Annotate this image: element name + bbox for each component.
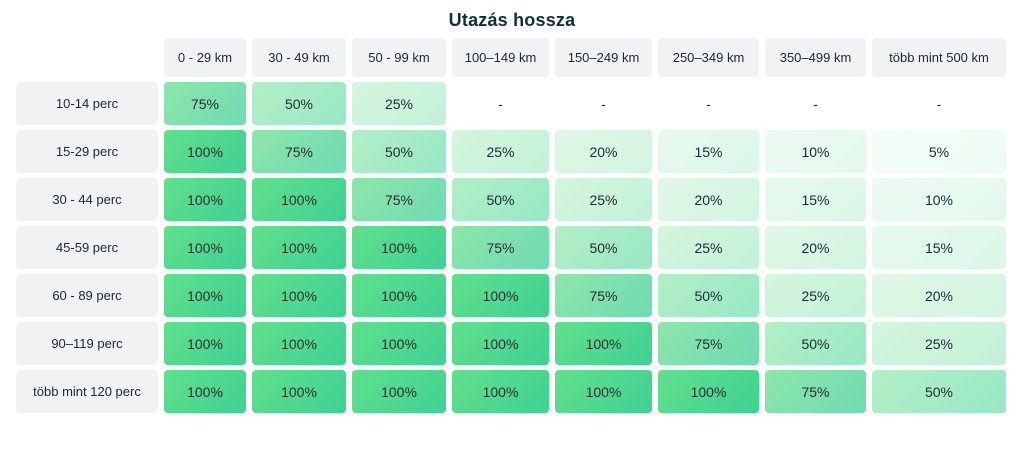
cell-r6-c2: 100%: [252, 322, 346, 365]
cell-r3-c7: 15%: [765, 178, 866, 221]
row-header-2: 15-29 perc: [16, 130, 158, 173]
cell-r6-c5: 100%: [555, 322, 652, 365]
cell-r3-c4: 50%: [452, 178, 549, 221]
cell-r1-c6: -: [706, 95, 711, 112]
cell-r6-c7: 50%: [765, 322, 866, 365]
cell-r3-c3: 75%: [352, 178, 446, 221]
cell-r7-c8: 50%: [872, 370, 1006, 413]
cell-r2-c6: 15%: [658, 130, 759, 173]
row-header-4: 45-59 perc: [16, 226, 158, 269]
column-header-6: 250–349 km: [658, 38, 759, 77]
cell-r3-c5: 25%: [555, 178, 652, 221]
cell-r6-c6: 75%: [658, 322, 759, 365]
column-header-2: 30 - 49 km: [252, 38, 346, 77]
cell-r4-c3: 100%: [352, 226, 446, 269]
cell-r1-c1: 75%: [164, 82, 246, 125]
cell-r4-c8: 15%: [872, 226, 1006, 269]
cell-r2-c1: 100%: [164, 130, 246, 173]
cell-r4-c6: 25%: [658, 226, 759, 269]
cell-r7-c3: 100%: [352, 370, 446, 413]
cell-r7-c4: 100%: [452, 370, 549, 413]
cell-r6-c1: 100%: [164, 322, 246, 365]
cell-r7-c5: 100%: [555, 370, 652, 413]
cell-r2-c7: 10%: [765, 130, 866, 173]
cell-r7-c7: 75%: [765, 370, 866, 413]
cell-r2-c2: 75%: [252, 130, 346, 173]
cell-r1-c2: 50%: [252, 82, 346, 125]
row-header-3: 30 - 44 perc: [16, 178, 158, 221]
cell-r5-c2: 100%: [252, 274, 346, 317]
cell-r7-c2: 100%: [252, 370, 346, 413]
cell-r7-c1: 100%: [164, 370, 246, 413]
table-corner: [16, 38, 158, 77]
column-header-3: 50 - 99 km: [352, 38, 446, 77]
cell-r6-c4: 100%: [452, 322, 549, 365]
cell-r1-c7: -: [813, 95, 818, 112]
cell-r5-c1: 100%: [164, 274, 246, 317]
cell-r3-c1: 100%: [164, 178, 246, 221]
cell-r1-c3: 25%: [352, 82, 446, 125]
cell-r4-c1: 100%: [164, 226, 246, 269]
column-header-1: 0 - 29 km: [164, 38, 246, 77]
cell-r3-c6: 20%: [658, 178, 759, 221]
cell-r5-c5: 75%: [555, 274, 652, 317]
cell-r3-c8: 10%: [872, 178, 1006, 221]
cell-r6-c8: 25%: [872, 322, 1006, 365]
row-header-6: 90–119 perc: [16, 322, 158, 365]
cell-r5-c3: 100%: [352, 274, 446, 317]
cell-r5-c4: 100%: [452, 274, 549, 317]
cell-r4-c5: 50%: [555, 226, 652, 269]
column-header-7: 350–499 km: [765, 38, 866, 77]
row-header-1: 10-14 perc: [16, 82, 158, 125]
cell-r1-c8: -: [936, 95, 942, 112]
cell-r1-c5: -: [601, 95, 606, 112]
cell-r5-c8: 20%: [872, 274, 1006, 317]
cell-r2-c5: 20%: [555, 130, 652, 173]
column-header-5: 150–249 km: [555, 38, 652, 77]
cell-r4-c2: 100%: [252, 226, 346, 269]
cell-r6-c3: 100%: [352, 322, 446, 365]
chart-title: Utazás hossza: [448, 10, 576, 30]
row-header-5: 60 - 89 perc: [16, 274, 158, 317]
cell-r2-c8: 5%: [872, 130, 1006, 173]
cell-r3-c2: 100%: [252, 178, 346, 221]
cell-r7-c6: 100%: [658, 370, 759, 413]
cell-r5-c6: 50%: [658, 274, 759, 317]
cell-r4-c7: 20%: [765, 226, 866, 269]
column-header-8: több mint 500 km: [872, 38, 1006, 77]
row-header-7: több mint 120 perc: [16, 370, 158, 413]
cell-r5-c7: 25%: [765, 274, 866, 317]
cell-r2-c3: 50%: [352, 130, 446, 173]
heatmap-table: 0 - 29 km 30 - 49 km 50 - 99 km 100–149 km 1…: [16, 38, 1006, 413]
column-header-4: 100–149 km: [452, 38, 549, 77]
cell-r2-c4: 25%: [452, 130, 549, 173]
cell-r4-c4: 75%: [452, 226, 549, 269]
cell-r1-c4: -: [498, 95, 503, 112]
